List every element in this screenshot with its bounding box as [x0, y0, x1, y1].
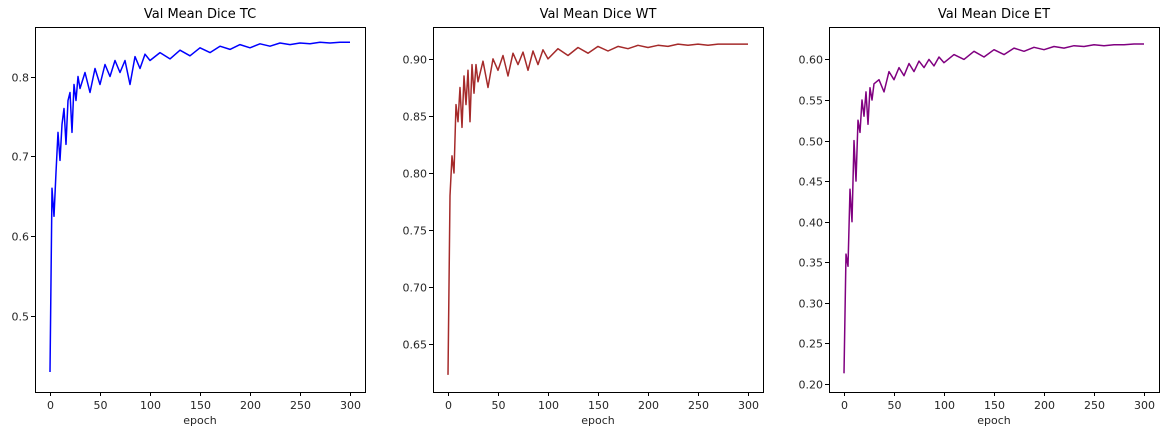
x-axis-label: epoch — [183, 414, 217, 427]
panel-val-mean-dice-wt: Val Mean Dice WT epoch 0 50 100 150 200 250 30… — [403, 7, 764, 427]
plot-frame — [433, 27, 764, 393]
y-tick-label: 0.85 — [403, 111, 428, 124]
series-line-et — [843, 43, 1144, 374]
y-tick-label: 0.20 — [799, 379, 824, 392]
x-tick-label: 50 — [94, 399, 108, 412]
x-tick-label: 100 — [934, 399, 955, 412]
y-tick-label: 0.7 — [12, 151, 30, 164]
x-tick-label: 0 — [47, 399, 54, 412]
panel-val-mean-dice-et: Val Mean Dice ET epoch 0 50 100 150 200 250 30… — [799, 7, 1160, 427]
x-tick-label: 150 — [984, 399, 1005, 412]
y-tick-label: 0.5 — [12, 311, 30, 324]
x-tick-label: 200 — [638, 399, 659, 412]
x-tick-label: 300 — [738, 399, 759, 412]
y-tick-label: 0.55 — [799, 95, 824, 108]
y-tick-label: 0.8 — [12, 72, 30, 85]
x-tick-label: 150 — [190, 399, 211, 412]
y-tick-label: 0.25 — [799, 338, 824, 351]
x-tick-label: 100 — [140, 399, 161, 412]
x-tick-label: 250 — [290, 399, 311, 412]
x-tick-label: 0 — [841, 399, 848, 412]
x-axis-label: epoch — [581, 414, 615, 427]
chart-title: Val Mean Dice TC — [144, 7, 256, 22]
y-tick-label: 0.40 — [799, 217, 824, 230]
x-tick-label: 150 — [588, 399, 609, 412]
x-tick-label: 50 — [492, 399, 506, 412]
plot-frame — [35, 27, 366, 393]
y-tick-label: 0.75 — [403, 225, 428, 238]
y-tick-label: 0.35 — [799, 257, 824, 270]
y-tick-label: 0.70 — [403, 282, 428, 295]
panel-val-mean-dice-tc: Val Mean Dice TC epoch 0 50 100 150 200 250 30… — [12, 7, 366, 427]
chart-title: Val Mean Dice WT — [540, 7, 657, 22]
plot-frame — [829, 27, 1160, 393]
y-tick-label: 0.60 — [799, 54, 824, 67]
series-line-wt — [447, 43, 748, 375]
x-tick-label: 50 — [888, 399, 902, 412]
x-tick-label: 300 — [1134, 399, 1155, 412]
y-tick-label: 0.6 — [12, 231, 30, 244]
y-tick-label: 0.50 — [799, 136, 824, 149]
x-tick-label: 300 — [340, 399, 361, 412]
y-tick-label: 0.65 — [403, 339, 428, 352]
x-axis-label: epoch — [977, 414, 1011, 427]
x-tick-label: 250 — [688, 399, 709, 412]
y-tick-label: 0.30 — [799, 298, 824, 311]
x-tick-label: 200 — [240, 399, 261, 412]
chart-title: Val Mean Dice ET — [938, 7, 1050, 22]
x-tick-label: 100 — [538, 399, 559, 412]
y-tick-label: 0.80 — [403, 168, 428, 181]
y-tick-label: 0.90 — [403, 54, 428, 67]
x-tick-label: 0 — [445, 399, 452, 412]
y-tick-label: 0.45 — [799, 176, 824, 189]
x-tick-label: 200 — [1034, 399, 1055, 412]
x-tick-label: 250 — [1084, 399, 1105, 412]
series-line-tc — [49, 41, 350, 373]
